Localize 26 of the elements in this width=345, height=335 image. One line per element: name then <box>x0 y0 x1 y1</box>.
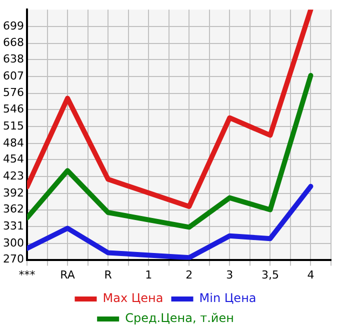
y-tick-label: 668 <box>2 36 24 50</box>
y-tick-label: 362 <box>2 202 24 216</box>
y-tick-label: 331 <box>2 219 24 232</box>
x-tick-label: R <box>104 268 112 282</box>
x-tick-label: 1 <box>145 268 152 282</box>
y-tick-label: 515 <box>2 119 24 132</box>
x-tick-label: 4 <box>307 268 314 282</box>
x-tick-label: RA <box>60 268 76 282</box>
legend-label: Сред.Цена, т.йен <box>125 311 234 326</box>
y-tick-label: 454 <box>2 152 24 166</box>
y-tick-label: 392 <box>2 186 24 200</box>
x-tick-label: *** <box>18 268 36 282</box>
legend-label: Min Цена <box>199 291 256 306</box>
y-tick-label: 638 <box>2 52 24 66</box>
x-tick-label: 2 <box>186 268 193 282</box>
y-tick-label: 300 <box>2 236 24 250</box>
y-tick-label: 484 <box>2 136 24 150</box>
y-tick-label: 270 <box>2 252 24 266</box>
y-tick-label: 546 <box>2 102 24 116</box>
x-tick-label: 3 <box>226 268 234 282</box>
y-tick-label: 699 <box>2 19 24 32</box>
legend-label: Max Цена <box>102 291 164 306</box>
y-tick-label: 576 <box>2 86 24 100</box>
y-tick-label: 607 <box>2 69 24 82</box>
x-tick-label: 3,5 <box>261 268 279 282</box>
y-tick-label: 423 <box>2 169 24 182</box>
